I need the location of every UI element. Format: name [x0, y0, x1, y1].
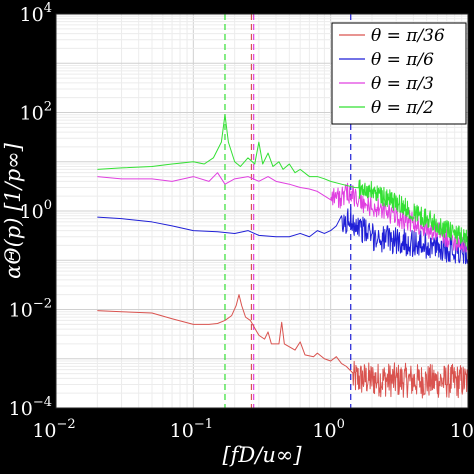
- series-line: [97, 294, 469, 399]
- legend-label: θ = π/6: [371, 50, 434, 70]
- x-tick-label: 10−2: [32, 417, 75, 442]
- plot-frame: [55, 13, 469, 409]
- x-tick-label: 10−1: [170, 417, 213, 442]
- legend-label: θ = π/36: [371, 26, 445, 46]
- y-tick-label: 102: [20, 100, 52, 125]
- legend: θ = π/36 θ = π/6 θ = π/3 θ = π/2: [331, 22, 467, 125]
- x-axis-label: [fD/u∞]: [222, 443, 302, 467]
- y-tick-label: 100: [20, 198, 52, 223]
- series-line: [97, 114, 469, 251]
- y-axis-label: αΘ(p) [1/p∞]: [1, 142, 25, 278]
- series-group: [97, 114, 469, 399]
- x-tick-label: 100: [312, 417, 344, 442]
- series-line: [97, 206, 469, 265]
- y-tick-label: 10−4: [9, 395, 52, 420]
- y-tick-label: 104: [20, 1, 52, 26]
- grid: [56, 14, 468, 408]
- legend-label: θ = π/2: [371, 98, 434, 118]
- y-tick-label: 10−2: [9, 297, 52, 322]
- x-tick-label: 101: [450, 417, 474, 442]
- legend-label: θ = π/3: [371, 74, 434, 94]
